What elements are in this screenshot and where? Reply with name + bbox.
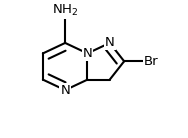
Text: NH$_2$: NH$_2$ <box>52 3 78 18</box>
Text: N: N <box>60 84 70 97</box>
Text: N: N <box>105 36 115 49</box>
Text: N: N <box>83 47 92 60</box>
Text: Br: Br <box>144 55 158 68</box>
